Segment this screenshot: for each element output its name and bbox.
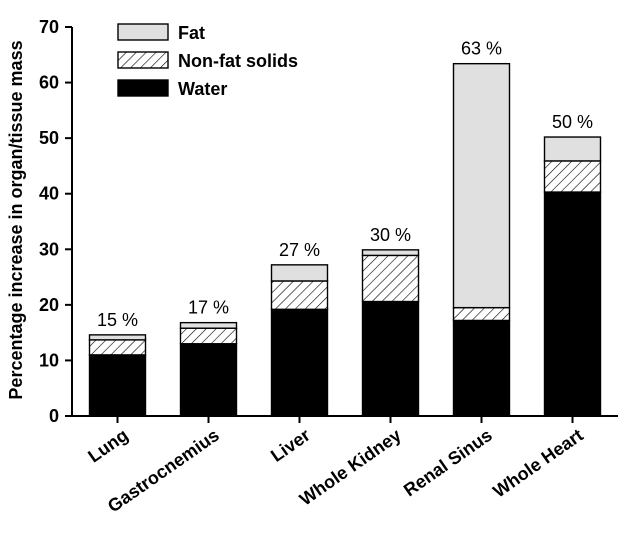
- bar-lung-fat: [88, 334, 147, 341]
- bar-renal-sinus-water: [452, 319, 511, 417]
- legend-label-water: Water: [178, 79, 227, 99]
- y-tick-label: 50: [39, 128, 59, 148]
- total-label-lung: 15 %: [97, 310, 138, 330]
- y-tick-label: 70: [39, 17, 59, 37]
- bar-whole-kidney-fat: [361, 249, 420, 257]
- x-tick-label-liver: Liver: [267, 425, 314, 466]
- y-axis-ticks: 0 10 20 30 40 50 60 70: [39, 17, 72, 426]
- bar-renal-sinus-fat: [452, 62, 511, 309]
- bar-whole-heart-fat: [543, 136, 602, 162]
- total-label-whole-heart: 50 %: [552, 112, 593, 132]
- bar-liver-non-fat-solids: [270, 280, 329, 311]
- bar-lung-non-fat-solids: [88, 339, 147, 356]
- bar-gastrocnemius-water: [179, 343, 238, 417]
- bar-gastrocnemius-non-fat-solids: [179, 327, 238, 345]
- x-tick-label-whole-kidney: Whole Kidney: [296, 425, 405, 510]
- y-tick-label: 60: [39, 73, 59, 93]
- x-tick-label-lung: Lung: [84, 425, 132, 467]
- bar-gastrocnemius-fat: [179, 321, 238, 329]
- x-tick-label-whole-heart: Whole Heart: [489, 425, 586, 502]
- bar-whole-kidney-non-fat-solids: [361, 254, 420, 303]
- legend-label-fat: Fat: [178, 23, 205, 43]
- y-axis-label: Percentage increase in organ/tissue mass: [6, 40, 26, 399]
- bar-whole-heart-non-fat-solids: [543, 160, 602, 193]
- y-tick-label: 20: [39, 295, 59, 315]
- bar-lung-water: [88, 354, 147, 417]
- x-tick-label-renal-sinus: Renal Sinus: [400, 425, 496, 500]
- bar-whole-heart-water: [543, 191, 602, 417]
- bar-renal-sinus-non-fat-solids: [452, 306, 511, 322]
- legend-swatch-fat: [117, 23, 169, 41]
- y-tick-label: 0: [49, 406, 59, 426]
- legend-swatch-water: [117, 79, 169, 97]
- bar-liver-fat: [270, 264, 329, 282]
- y-tick-label: 40: [39, 184, 59, 204]
- legend: Fat Non-fat solids Water: [117, 23, 298, 99]
- bar-liver-water: [270, 308, 329, 417]
- total-label-gastrocnemius: 17 %: [188, 298, 229, 318]
- bar-whole-kidney-water: [361, 300, 420, 417]
- total-label-liver: 27 %: [279, 240, 320, 260]
- legend-swatch-non-fat-solids: [117, 51, 169, 69]
- y-tick-label: 30: [39, 239, 59, 259]
- y-tick-label: 10: [39, 350, 59, 370]
- total-label-whole-kidney: 30 %: [370, 225, 411, 245]
- total-label-renal-sinus: 63 %: [461, 39, 502, 59]
- legend-label-non-fat-solids: Non-fat solids: [178, 51, 298, 71]
